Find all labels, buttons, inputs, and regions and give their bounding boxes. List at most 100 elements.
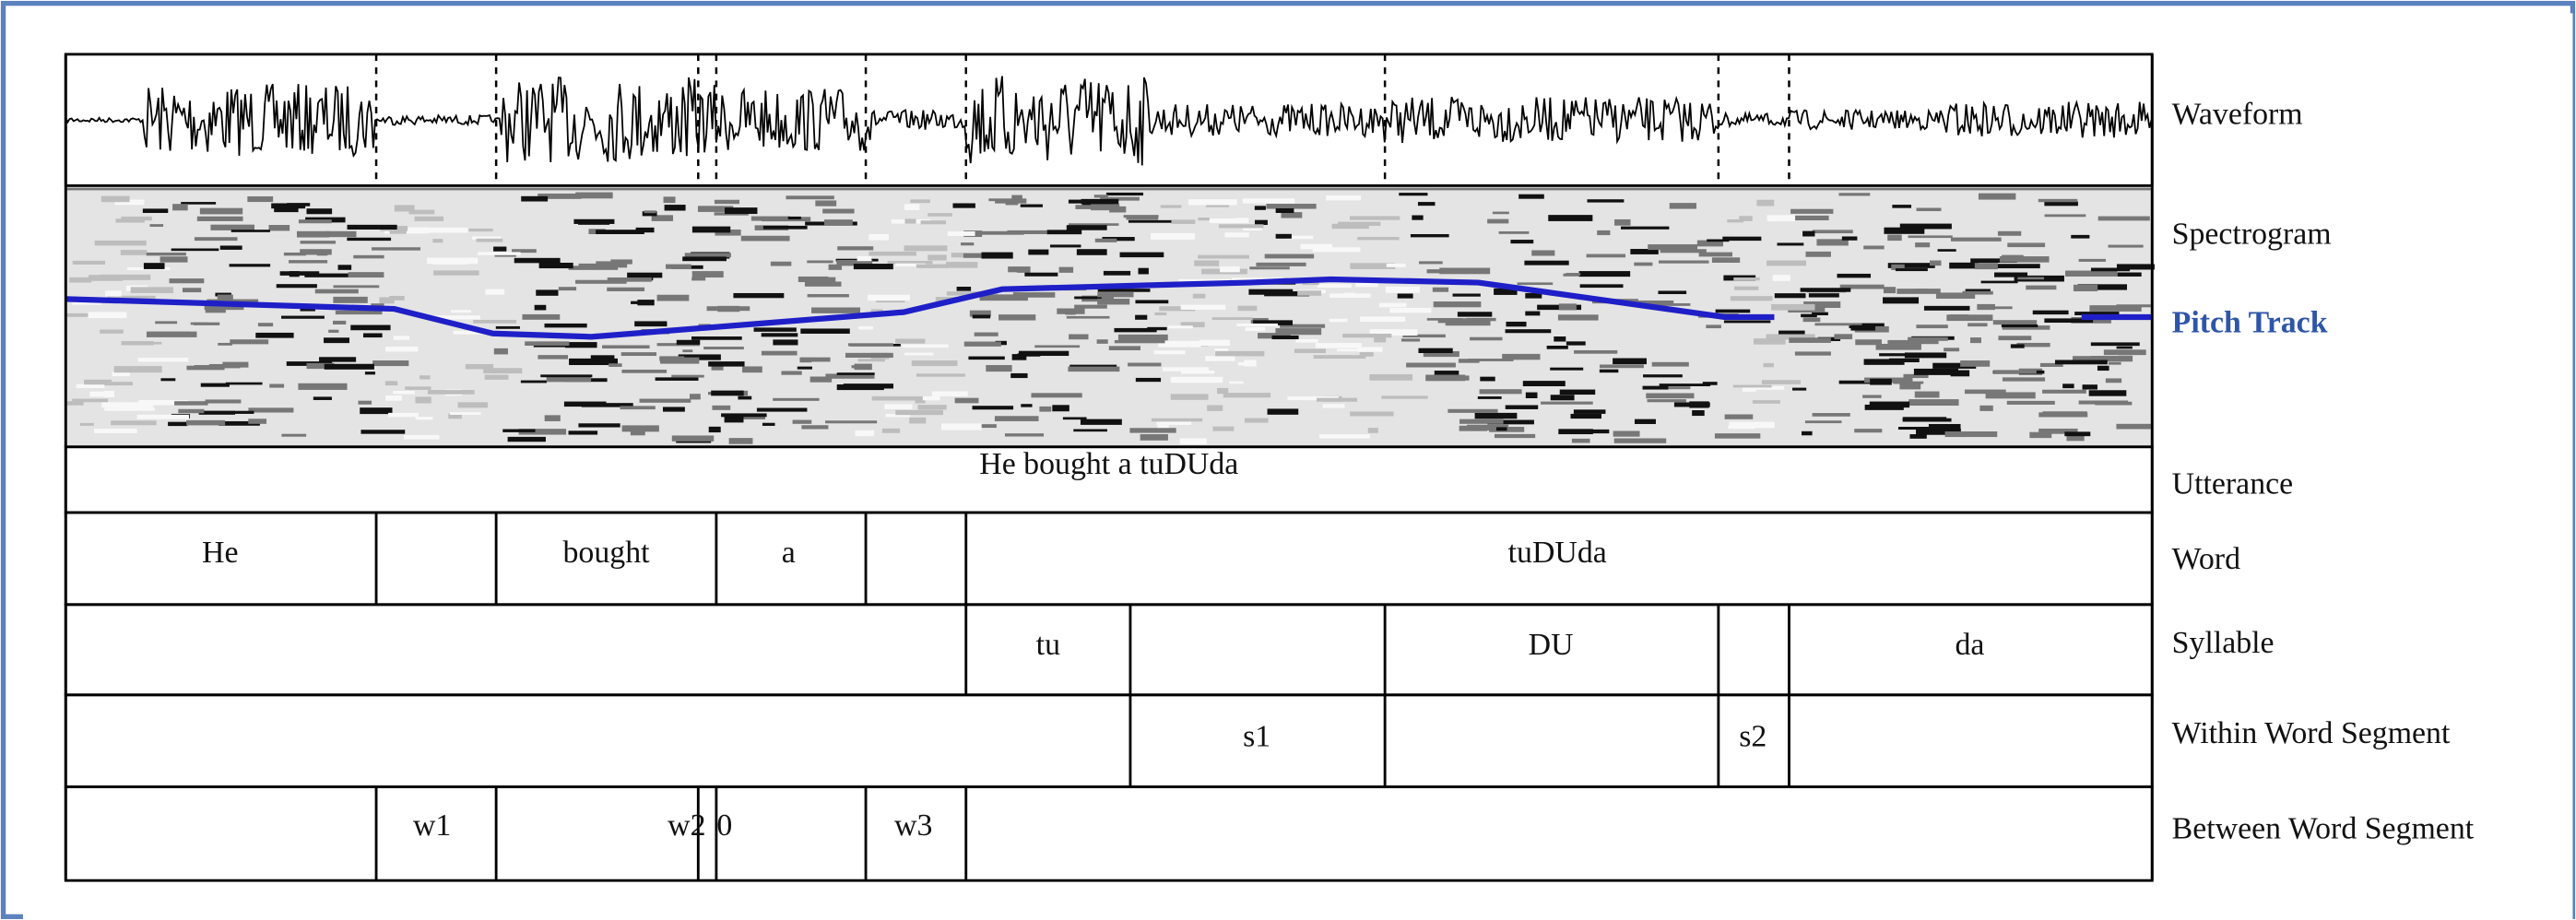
spectrogram-streak xyxy=(1802,431,1813,435)
spectrogram-streak xyxy=(143,208,168,213)
spectrogram-streak xyxy=(2116,304,2152,307)
spectrogram-streak xyxy=(395,205,415,211)
spectrogram-streak xyxy=(1458,312,1492,316)
spectrogram-streak xyxy=(1355,283,1378,288)
spectrogram-streak xyxy=(1478,396,1502,399)
spectrogram-streak xyxy=(300,249,332,254)
spectrogram-streak xyxy=(84,380,112,384)
spectrogram-streak xyxy=(1406,363,1456,368)
spectrogram-streak xyxy=(1039,407,1051,412)
spectrogram-streak xyxy=(1876,344,1921,350)
spectrogram-streak xyxy=(1104,271,1130,276)
spectrogram-streak xyxy=(715,200,739,204)
spectrogram-streak xyxy=(798,367,812,370)
spectrogram-streak xyxy=(904,218,916,223)
spectrogram-streak xyxy=(477,239,503,242)
spectrogram-streak xyxy=(299,219,332,223)
spectrogram-streak xyxy=(1470,337,1502,341)
spectrogram-streak xyxy=(733,293,784,298)
spectrogram-streak xyxy=(1559,303,1577,310)
spectrogram-streak xyxy=(1081,419,1122,425)
spectrogram-streak xyxy=(170,278,205,283)
spectrogram-streak xyxy=(494,348,508,355)
tier-label: Syllable xyxy=(2172,626,2275,660)
spectrogram-streak xyxy=(1065,310,1075,314)
spectrogram-streak xyxy=(928,254,946,260)
spectrogram-streak xyxy=(138,358,189,361)
spectrogram-streak xyxy=(502,430,535,432)
spectrogram-streak xyxy=(388,413,419,417)
spectrogram-streak xyxy=(89,312,127,318)
spectrogram-streak xyxy=(677,340,700,345)
spectrogram-streak xyxy=(1960,360,1990,367)
spectrogram-streak xyxy=(1243,198,1294,203)
spectrogram-streak xyxy=(1245,419,1269,423)
spectrogram-streak xyxy=(1734,287,1758,290)
spectrogram-streak xyxy=(1097,292,1133,297)
spectrogram-streak xyxy=(884,404,912,409)
spectrogram-streak xyxy=(514,258,561,264)
spectrogram-streak xyxy=(754,327,797,331)
spectrogram-streak xyxy=(168,422,187,426)
spectrogram-streak xyxy=(1950,314,1968,317)
spectrogram-streak xyxy=(666,265,691,269)
spectrogram-streak xyxy=(1884,228,1924,234)
spectrogram-streak xyxy=(858,326,873,330)
spectrogram-streak xyxy=(1706,324,1721,328)
spectrogram-streak xyxy=(333,321,346,324)
spectrogram-streak xyxy=(1199,340,1230,347)
spectrogram-streak xyxy=(525,341,569,346)
spectrogram-streak xyxy=(1689,401,1708,407)
spectrogram-streak xyxy=(757,408,808,412)
spectrogram-streak xyxy=(1215,351,1264,357)
spectrogram-streak xyxy=(1967,323,1987,326)
spectrogram-streak xyxy=(1433,288,1448,292)
spectrogram-streak xyxy=(2104,349,2146,355)
spectrogram-streak xyxy=(1219,224,1263,228)
spectrogram-streak xyxy=(469,229,493,231)
between-word-segment-label: w3 xyxy=(894,808,932,843)
spectrogram-streak xyxy=(1138,268,1148,275)
spectrogram-streak xyxy=(1648,244,1697,250)
spectrogram-streak xyxy=(1767,261,1806,266)
tier-label: Within Word Segment xyxy=(2172,716,2451,750)
waveform-panel xyxy=(65,54,2152,186)
spectrogram-streak xyxy=(1614,219,1630,226)
spectrogram-streak xyxy=(1095,239,1117,242)
spectrogram-streak xyxy=(1809,293,1839,297)
spectrogram-streak xyxy=(1506,405,1538,408)
spectrogram-streak xyxy=(1360,316,1405,322)
spectrogram-streak xyxy=(1722,237,1761,241)
spectrogram-streak xyxy=(1525,312,1540,316)
spectrogram-streak xyxy=(385,381,397,385)
spectrogram-streak xyxy=(2109,362,2121,365)
spectrogram-streak xyxy=(2117,264,2155,269)
spectrogram-streak xyxy=(711,391,743,396)
spectrogram-streak xyxy=(1387,264,1406,267)
spectrogram-streak xyxy=(1518,195,1544,199)
spectrogram-streak xyxy=(1337,348,1360,351)
spectrogram-streak xyxy=(1135,315,1147,320)
spectrogram-streak xyxy=(855,431,874,436)
spectrogram-streak xyxy=(415,396,431,403)
spectrogram-streak xyxy=(1106,193,1143,195)
spectrogram-streak xyxy=(1109,346,1140,350)
spectrogram-streak xyxy=(1459,359,1480,362)
spectrogram-streak xyxy=(160,378,175,381)
spectrogram-streak xyxy=(536,289,558,295)
spectrogram-streak xyxy=(1136,378,1161,382)
spectrogram-streak xyxy=(122,341,154,345)
spectrogram-streak xyxy=(808,294,849,297)
spectrogram-streak xyxy=(1425,375,1469,380)
spectrogram-streak xyxy=(1297,290,1321,296)
spectrogram-streak xyxy=(578,423,620,427)
spectrogram-streak xyxy=(762,333,798,336)
spectrogram-streak xyxy=(1077,249,1107,255)
spectrogram-streak xyxy=(1855,339,1882,345)
spectrogram-streak xyxy=(1459,426,1487,431)
spectrogram-streak xyxy=(1883,297,1919,303)
spectrogram-streak xyxy=(1418,348,1452,353)
spectrogram-streak xyxy=(231,230,270,232)
spectrogram-streak xyxy=(1733,277,1760,280)
spectrogram-streak xyxy=(1979,406,1992,411)
